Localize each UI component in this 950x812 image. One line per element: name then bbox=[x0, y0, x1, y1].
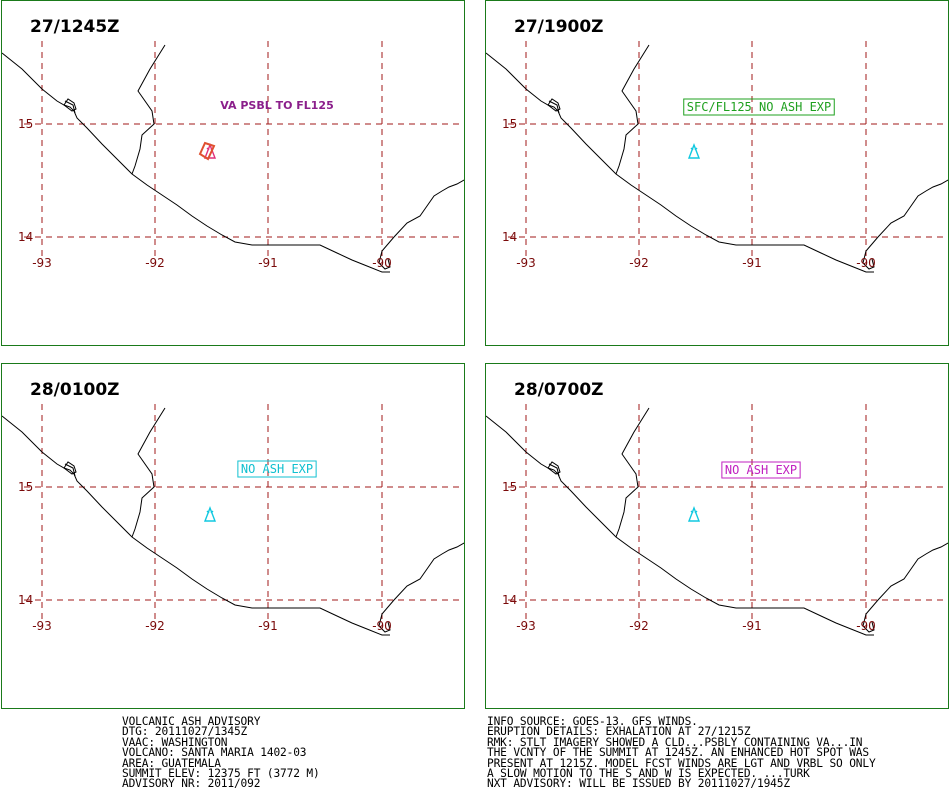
map-canvas: 15 14 -93 -92 -91 -90 VA PSBL TO FL125 bbox=[2, 41, 464, 273]
coastline bbox=[378, 258, 391, 270]
map-panel-4: 15 14 -93 -92 -91 -90 NO ASH EXP 28/0700Z bbox=[485, 363, 949, 709]
map-panel-3: 15 14 -93 -92 -91 -90 NO ASH EXP 28/0100Z bbox=[1, 363, 465, 709]
latitude-label: 14 bbox=[502, 593, 517, 607]
longitude-label: -90 bbox=[372, 619, 392, 633]
advisory-right-text: INFO SOURCE: GOES-13. GFS WINDS. ERUPTION… bbox=[487, 715, 876, 791]
volcano-icon bbox=[687, 506, 701, 522]
latitude-label: 15 bbox=[502, 117, 517, 131]
advisory-line: ERUPTION DETAILS: EXHALATION AT 27/1215Z bbox=[487, 725, 751, 739]
advisory-line: INFO SOURCE: GOES-13. GFS WINDS. bbox=[487, 715, 698, 728]
volcano-icon bbox=[687, 143, 701, 159]
longitude-label: -91 bbox=[258, 256, 278, 270]
longitude-label: -91 bbox=[742, 619, 762, 633]
annotation-box bbox=[237, 460, 317, 478]
coastline bbox=[63, 98, 77, 112]
svg-text:NO ASH EXP: NO ASH EXP bbox=[241, 462, 313, 476]
longitude-label: -93 bbox=[32, 256, 52, 270]
coastline bbox=[548, 463, 560, 477]
ash-cloud-polygon bbox=[198, 141, 216, 161]
latitude-label: 14 bbox=[502, 230, 517, 244]
border-line bbox=[615, 407, 650, 538]
annotation-box bbox=[721, 461, 801, 479]
coastline bbox=[486, 52, 874, 273]
svg-text:NO ASH EXP: NO ASH EXP bbox=[725, 463, 797, 477]
coastline bbox=[63, 461, 77, 475]
coastline bbox=[378, 179, 464, 264]
coastline bbox=[547, 98, 561, 112]
longitude-label: -92 bbox=[629, 619, 649, 633]
advisory-line: PRESENT AT 1215Z. MODEL FCST WINDS ARE L… bbox=[487, 756, 876, 770]
coastline bbox=[862, 179, 948, 264]
svg-text:VA PSBL TO FL125: VA PSBL TO FL125 bbox=[220, 99, 334, 112]
map-canvas: 15 14 -93 -92 -91 -90 NO ASH EXP bbox=[486, 404, 948, 636]
longitude-label: -90 bbox=[856, 619, 876, 633]
svg-text:SFC/FL125 NO ASH EXP: SFC/FL125 NO ASH EXP bbox=[687, 100, 832, 114]
panel-time-label: 28/0100Z bbox=[30, 380, 120, 400]
longitude-label: -92 bbox=[145, 256, 165, 270]
longitude-label: -93 bbox=[516, 256, 536, 270]
advisory-line: VAAC: WASHINGTON bbox=[122, 735, 228, 749]
advisory-left-text: VOLCANIC ASH ADVISORY DTG: 20111027/1345Z… bbox=[122, 715, 320, 791]
longitude-label: -93 bbox=[32, 619, 52, 633]
coastline bbox=[64, 463, 76, 477]
advisory-line: DTG: 20111027/1345Z bbox=[122, 725, 248, 739]
annotation-box bbox=[683, 98, 835, 116]
advisory-line: VOLCANO: SANTA MARIA 1402-03 bbox=[122, 746, 307, 760]
latitude-label: 14 bbox=[18, 593, 33, 607]
latitude-label: 14 bbox=[18, 230, 33, 244]
latitude-label: 15 bbox=[18, 480, 33, 494]
forecast-annotation: VA PSBL TO FL125 bbox=[220, 99, 334, 112]
longitude-label: -91 bbox=[258, 619, 278, 633]
advisory-line: ADVISORY NR: 2011/092 bbox=[122, 777, 261, 791]
latitude-label: 15 bbox=[18, 117, 33, 131]
coastline bbox=[2, 415, 390, 636]
coastline bbox=[486, 415, 874, 636]
advisory-line: THE VCNTY OF THE SUMMIT AT 1245Z. AN ENH… bbox=[487, 746, 869, 760]
map-panel-2: 15 14 -93 -92 -91 -90 SFC/FL125 NO ASH EXP 27/1… bbox=[485, 0, 949, 346]
latitude-label: 15 bbox=[502, 480, 517, 494]
map-canvas: 15 14 -93 -92 -91 -90 SFC/FL125 NO ASH EXP bbox=[486, 41, 948, 273]
coastline bbox=[378, 542, 464, 627]
longitude-label: -90 bbox=[856, 256, 876, 270]
coastline bbox=[862, 258, 875, 270]
longitude-label: -91 bbox=[742, 256, 762, 270]
panel-time-label: 28/0700Z bbox=[514, 380, 604, 400]
longitude-label: -92 bbox=[629, 256, 649, 270]
forecast-annotation: NO ASH EXP bbox=[237, 460, 317, 478]
volcano-icon bbox=[203, 506, 217, 522]
coastline bbox=[548, 100, 560, 114]
advisory-line: AREA: GUATEMALA bbox=[122, 756, 221, 770]
map-canvas: 15 14 -93 -92 -91 -90 NO ASH EXP bbox=[2, 404, 464, 636]
longitude-label: -93 bbox=[516, 619, 536, 633]
coastline bbox=[378, 621, 391, 633]
advisory-line: A SLOW MOTION TO THE S AND W IS EXPECTED… bbox=[487, 767, 810, 781]
coastline bbox=[862, 542, 948, 627]
advisory-line: RMK: STLT IMAGERY SHOWED A CLD...PSBLY C… bbox=[487, 735, 863, 749]
panel-time-label: 27/1245Z bbox=[30, 17, 120, 37]
advisory-line: NXT ADVISORY: WILL BE ISSUED BY 20111027… bbox=[487, 777, 790, 791]
border-line bbox=[131, 407, 166, 538]
longitude-label: -90 bbox=[372, 256, 392, 270]
map-panel-1: 15 14 -93 -92 -91 -90 VA PSBL TO FL125 27/1245Z bbox=[1, 0, 465, 346]
forecast-annotation: NO ASH EXP bbox=[721, 461, 801, 479]
coastline bbox=[862, 621, 875, 633]
advisory-line: SUMMIT ELEV: 12375 FT (3772 M) bbox=[122, 767, 320, 781]
forecast-annotation: SFC/FL125 NO ASH EXP bbox=[683, 98, 835, 116]
advisory-line: VOLCANIC ASH ADVISORY bbox=[122, 715, 261, 728]
coastline bbox=[64, 100, 76, 114]
longitude-label: -92 bbox=[145, 619, 165, 633]
panel-time-label: 27/1900Z bbox=[514, 17, 604, 37]
coastline bbox=[2, 52, 390, 273]
coastline bbox=[547, 461, 561, 475]
border-line bbox=[131, 44, 166, 175]
border-line bbox=[615, 44, 650, 175]
